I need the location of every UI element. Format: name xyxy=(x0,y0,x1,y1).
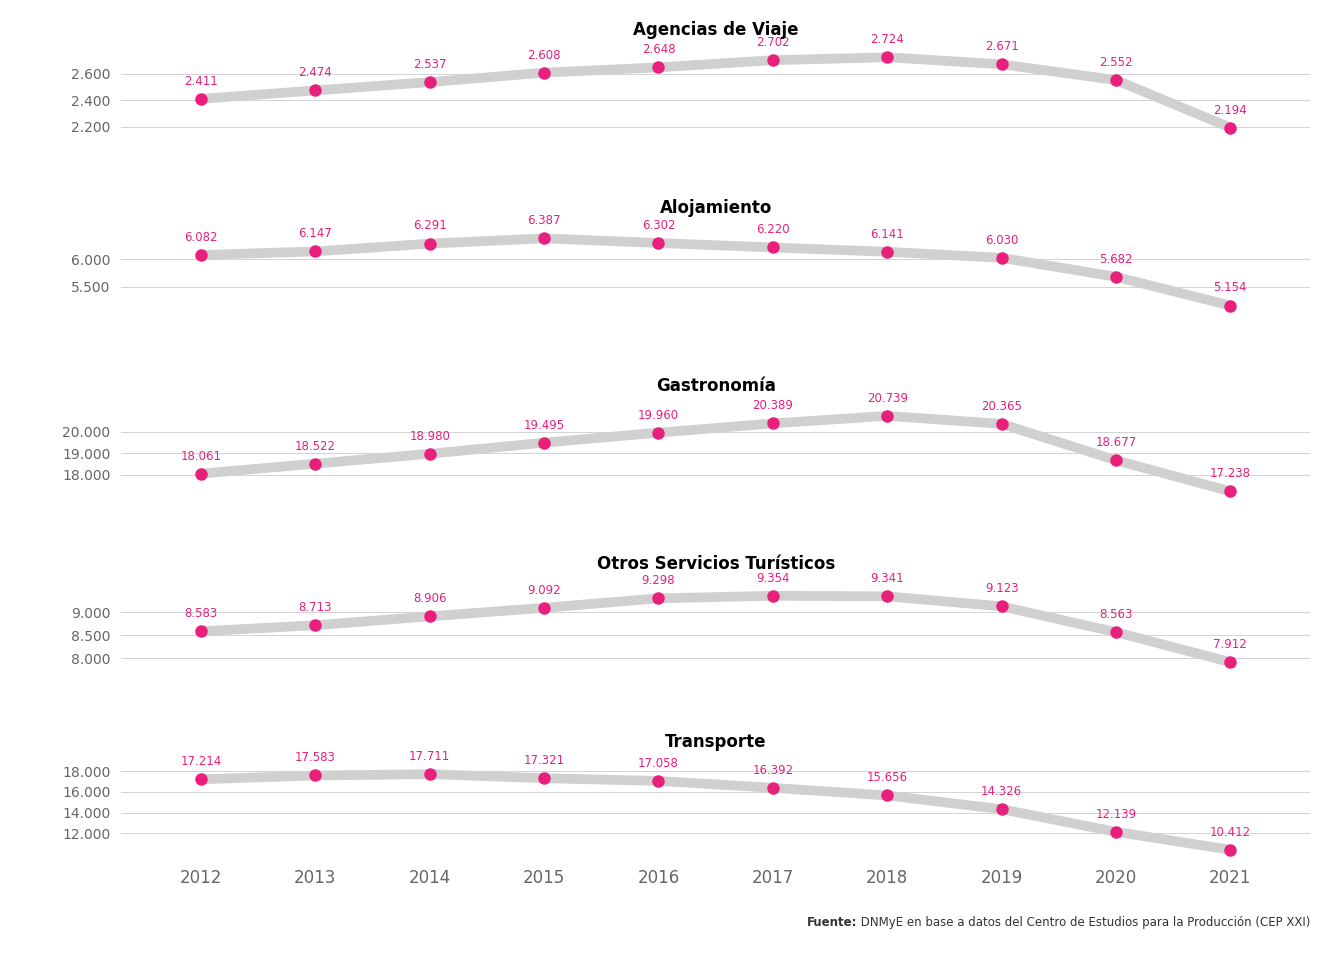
Text: 15.656: 15.656 xyxy=(867,771,907,784)
Text: 9.092: 9.092 xyxy=(527,584,560,597)
Title: Otros Servicios Turísticos: Otros Servicios Turísticos xyxy=(597,555,835,573)
Text: 17.238: 17.238 xyxy=(1210,468,1251,480)
Text: 18.522: 18.522 xyxy=(294,440,336,452)
Text: 9.341: 9.341 xyxy=(871,572,905,586)
Text: 9.123: 9.123 xyxy=(985,583,1019,595)
Text: Fuente:: Fuente: xyxy=(806,916,857,929)
Text: 6.082: 6.082 xyxy=(184,231,218,244)
Text: 5.682: 5.682 xyxy=(1099,252,1133,266)
Text: 17.711: 17.711 xyxy=(409,750,450,763)
Text: 17.058: 17.058 xyxy=(638,756,679,770)
Text: 19.495: 19.495 xyxy=(524,419,564,432)
Title: Transporte: Transporte xyxy=(665,733,766,752)
Text: 14.326: 14.326 xyxy=(981,785,1023,798)
Text: 12.139: 12.139 xyxy=(1095,807,1137,821)
Text: 20.365: 20.365 xyxy=(981,399,1021,413)
Text: 7.912: 7.912 xyxy=(1214,638,1247,651)
Text: 6.141: 6.141 xyxy=(871,228,905,241)
Text: 18.980: 18.980 xyxy=(410,430,450,443)
Text: 2.194: 2.194 xyxy=(1214,104,1247,116)
Text: 8.906: 8.906 xyxy=(413,592,446,605)
Text: 6.147: 6.147 xyxy=(298,228,332,240)
Text: 2.411: 2.411 xyxy=(184,75,218,87)
Text: 10.412: 10.412 xyxy=(1210,826,1251,839)
Title: Agencias de Viaje: Agencias de Viaje xyxy=(633,21,798,38)
Title: Alojamiento: Alojamiento xyxy=(660,199,771,217)
Text: 8.713: 8.713 xyxy=(298,601,332,614)
Text: 6.387: 6.387 xyxy=(527,214,560,228)
Text: 6.302: 6.302 xyxy=(641,219,675,232)
Text: 2.537: 2.537 xyxy=(413,58,446,71)
Text: 2.724: 2.724 xyxy=(871,34,905,46)
Text: 17.214: 17.214 xyxy=(180,756,222,768)
Text: 2.474: 2.474 xyxy=(298,66,332,80)
Text: 6.220: 6.220 xyxy=(757,224,790,236)
Text: 2.671: 2.671 xyxy=(985,40,1019,53)
Text: 8.583: 8.583 xyxy=(184,607,218,620)
Text: 2.702: 2.702 xyxy=(757,36,790,49)
Text: 19.960: 19.960 xyxy=(638,409,679,421)
Text: 2.608: 2.608 xyxy=(527,49,560,61)
Text: DNMyE en base a datos del Centro de Estudios para la Producción (CEP XXI): DNMyE en base a datos del Centro de Estu… xyxy=(857,916,1310,929)
Text: 18.677: 18.677 xyxy=(1095,436,1137,449)
Text: 16.392: 16.392 xyxy=(753,764,793,777)
Text: 20.389: 20.389 xyxy=(753,399,793,412)
Text: 2.648: 2.648 xyxy=(641,43,675,57)
Text: 9.298: 9.298 xyxy=(641,574,675,588)
Text: 9.354: 9.354 xyxy=(757,571,790,585)
Text: 2.552: 2.552 xyxy=(1099,56,1133,69)
Text: 6.030: 6.030 xyxy=(985,233,1019,247)
Text: 17.583: 17.583 xyxy=(294,752,336,764)
Text: 20.739: 20.739 xyxy=(867,392,907,405)
Title: Gastronomía: Gastronomía xyxy=(656,377,775,396)
Text: 6.291: 6.291 xyxy=(413,220,446,232)
Text: 18.061: 18.061 xyxy=(180,449,222,463)
Text: 5.154: 5.154 xyxy=(1214,281,1247,295)
Text: 17.321: 17.321 xyxy=(524,755,564,767)
Text: 8.563: 8.563 xyxy=(1099,608,1133,621)
